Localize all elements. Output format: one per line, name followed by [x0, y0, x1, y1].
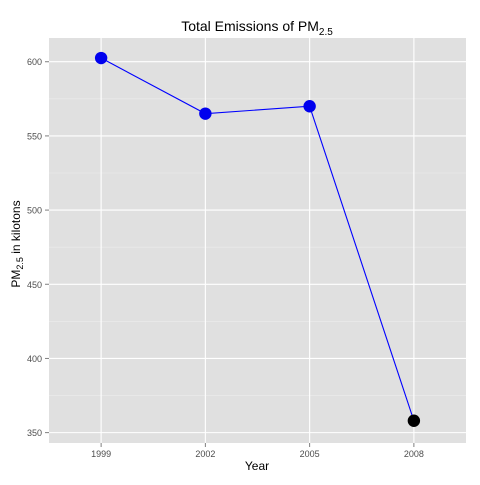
x-tick-label: 1999 [91, 449, 111, 459]
y-tick-label: 500 [27, 206, 42, 216]
data-point [94, 51, 108, 65]
data-point [407, 414, 421, 427]
plot-panel [49, 38, 466, 443]
chart-title-subscript: 2.5 [319, 27, 333, 38]
data-point [199, 107, 212, 120]
data-point [303, 100, 316, 113]
y-tick-label: 400 [27, 354, 42, 364]
x-tick-label: 2008 [404, 449, 424, 459]
x-axis-ticks: 1999 2002 2005 2008 [91, 443, 424, 459]
major-gridlines [49, 38, 466, 443]
y-axis-label: PM2.5 in kilotons [9, 200, 25, 287]
chart-title: Total Emissions of PM2.5 [181, 18, 333, 38]
y-axis-label-suffix: in kilotons [9, 200, 23, 257]
x-axis-label: Year [245, 459, 269, 473]
y-axis-ticks: 350 400 450 500 550 600 [27, 57, 49, 438]
series-line [100, 57, 415, 421]
minor-gridlines [49, 98, 466, 396]
y-tick-label: 450 [27, 280, 42, 290]
data-points [94, 51, 421, 427]
x-tick-label: 2005 [300, 449, 320, 459]
y-axis-label-text: PM [9, 270, 23, 288]
y-tick-label: 550 [27, 131, 42, 141]
x-tick-label: 2002 [195, 449, 215, 459]
y-axis-label-subscript: 2.5 [15, 257, 25, 270]
series-line-group [100, 57, 415, 421]
y-tick-label: 600 [27, 57, 42, 67]
y-tick-label: 350 [27, 428, 42, 438]
chart-title-text: Total Emissions of PM [181, 18, 319, 34]
